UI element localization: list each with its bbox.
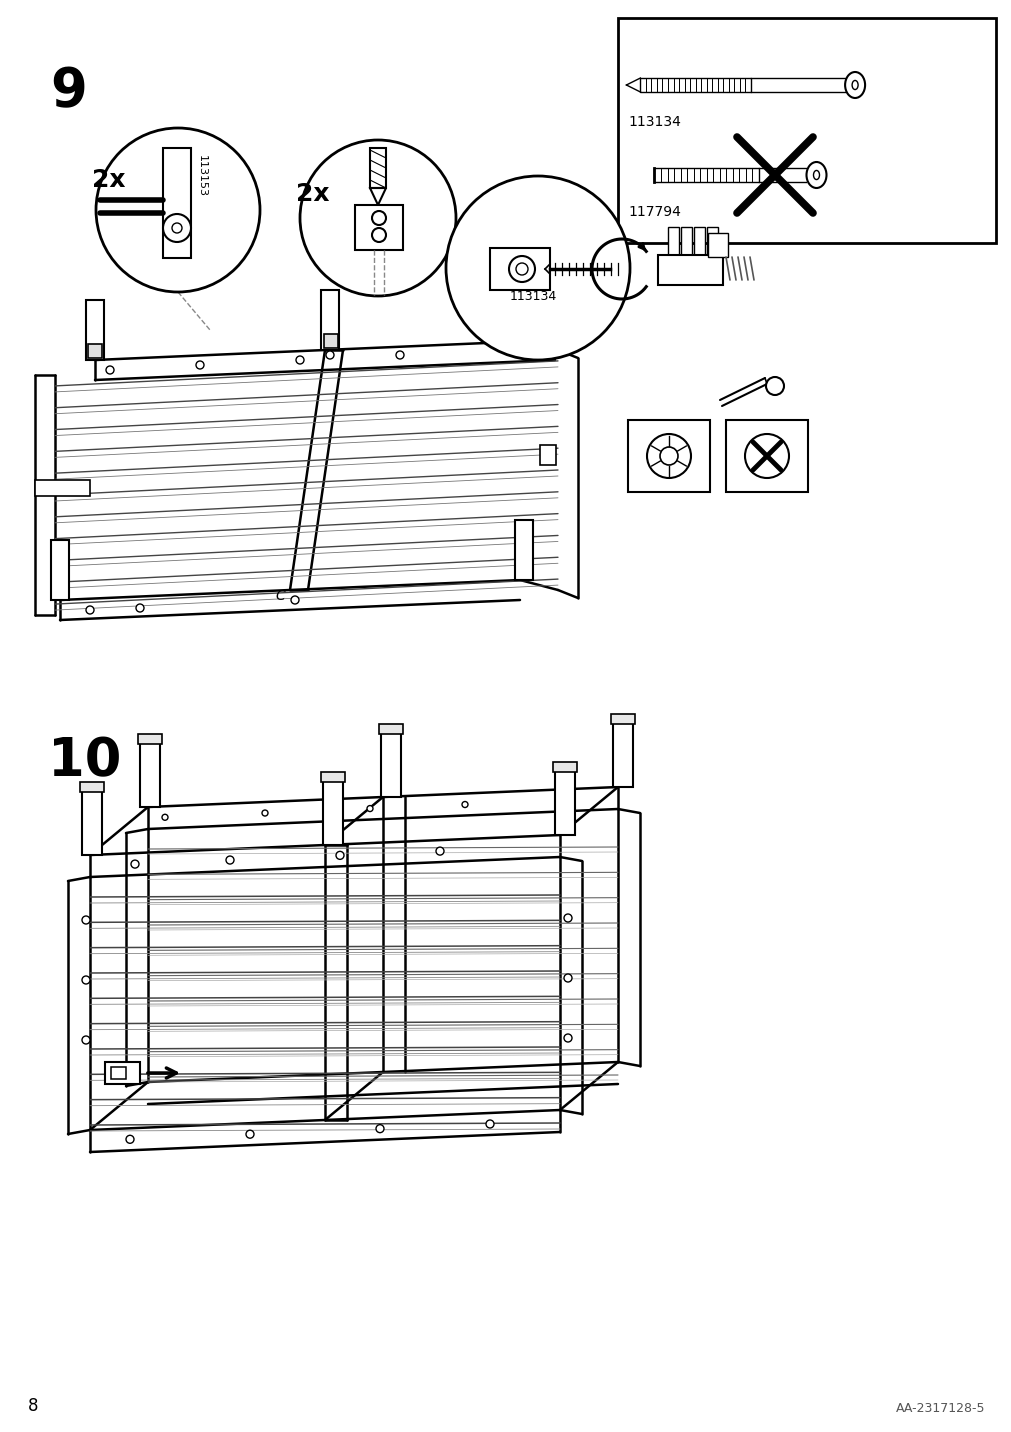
Bar <box>618 19 995 243</box>
Circle shape <box>96 127 260 292</box>
Circle shape <box>659 447 677 465</box>
Bar <box>551 324 565 338</box>
Text: 113134: 113134 <box>510 291 557 304</box>
Circle shape <box>291 596 298 604</box>
Circle shape <box>372 228 385 242</box>
Circle shape <box>172 223 182 233</box>
Circle shape <box>372 211 385 225</box>
Bar <box>657 255 722 285</box>
Text: 8: 8 <box>28 1398 38 1415</box>
Text: 9: 9 <box>50 64 87 117</box>
Circle shape <box>765 377 784 395</box>
Circle shape <box>563 974 571 982</box>
Circle shape <box>563 914 571 922</box>
Bar <box>111 1067 126 1078</box>
Ellipse shape <box>851 80 857 90</box>
Bar <box>379 725 402 735</box>
Circle shape <box>130 861 139 868</box>
Circle shape <box>163 213 191 242</box>
Bar <box>80 782 104 792</box>
Circle shape <box>446 176 630 359</box>
Circle shape <box>326 351 334 359</box>
Circle shape <box>82 977 90 984</box>
Bar <box>540 445 555 465</box>
Text: 117794: 117794 <box>628 205 680 219</box>
Circle shape <box>126 1136 133 1143</box>
Circle shape <box>86 606 94 614</box>
Bar <box>82 790 102 855</box>
Bar <box>140 742 160 808</box>
Text: 10: 10 <box>48 735 121 788</box>
Bar <box>489 248 549 291</box>
Circle shape <box>367 806 373 812</box>
Circle shape <box>376 1124 383 1133</box>
Bar <box>654 168 758 182</box>
Ellipse shape <box>813 170 819 179</box>
Circle shape <box>509 256 535 282</box>
Bar <box>613 722 632 788</box>
Bar <box>640 77 750 92</box>
Circle shape <box>462 802 467 808</box>
Bar <box>549 281 567 339</box>
Circle shape <box>295 357 303 364</box>
Ellipse shape <box>844 72 864 97</box>
Bar <box>628 420 710 493</box>
Bar <box>105 1063 140 1084</box>
Circle shape <box>135 604 144 611</box>
Text: 113153: 113153 <box>197 155 207 198</box>
Circle shape <box>395 351 403 359</box>
Circle shape <box>336 852 344 859</box>
Bar <box>680 228 692 261</box>
Text: 113134: 113134 <box>628 115 680 129</box>
Bar <box>320 772 345 782</box>
Bar <box>88 344 102 358</box>
Bar <box>707 228 717 261</box>
Circle shape <box>82 1035 90 1044</box>
Bar <box>355 205 402 251</box>
Text: 2x: 2x <box>92 168 125 192</box>
Bar <box>323 780 343 845</box>
Circle shape <box>563 1034 571 1042</box>
Bar <box>725 420 807 493</box>
Bar <box>86 299 104 359</box>
Circle shape <box>516 263 528 275</box>
Bar <box>35 480 90 495</box>
Bar <box>515 520 533 580</box>
Circle shape <box>436 848 444 855</box>
Circle shape <box>646 434 691 478</box>
Bar <box>708 233 727 256</box>
Circle shape <box>744 434 789 478</box>
Bar <box>380 732 400 798</box>
Bar <box>554 770 574 835</box>
Text: AA-2317128-5: AA-2317128-5 <box>895 1402 984 1415</box>
Text: 2x: 2x <box>295 182 330 206</box>
Circle shape <box>196 361 204 369</box>
Bar <box>370 147 385 188</box>
Circle shape <box>225 856 234 863</box>
Bar <box>320 291 339 349</box>
Circle shape <box>246 1130 254 1138</box>
Circle shape <box>106 367 114 374</box>
Bar <box>137 735 162 745</box>
Circle shape <box>162 815 168 821</box>
Bar <box>667 228 678 261</box>
Bar <box>51 540 69 600</box>
Circle shape <box>262 811 268 816</box>
Bar <box>324 334 338 348</box>
Text: C: C <box>275 589 284 603</box>
Ellipse shape <box>806 162 826 188</box>
Bar <box>163 147 191 258</box>
Circle shape <box>485 1120 493 1128</box>
Bar <box>552 762 576 772</box>
Bar <box>611 715 634 725</box>
Circle shape <box>299 140 456 296</box>
Bar <box>694 228 705 261</box>
Circle shape <box>82 916 90 924</box>
